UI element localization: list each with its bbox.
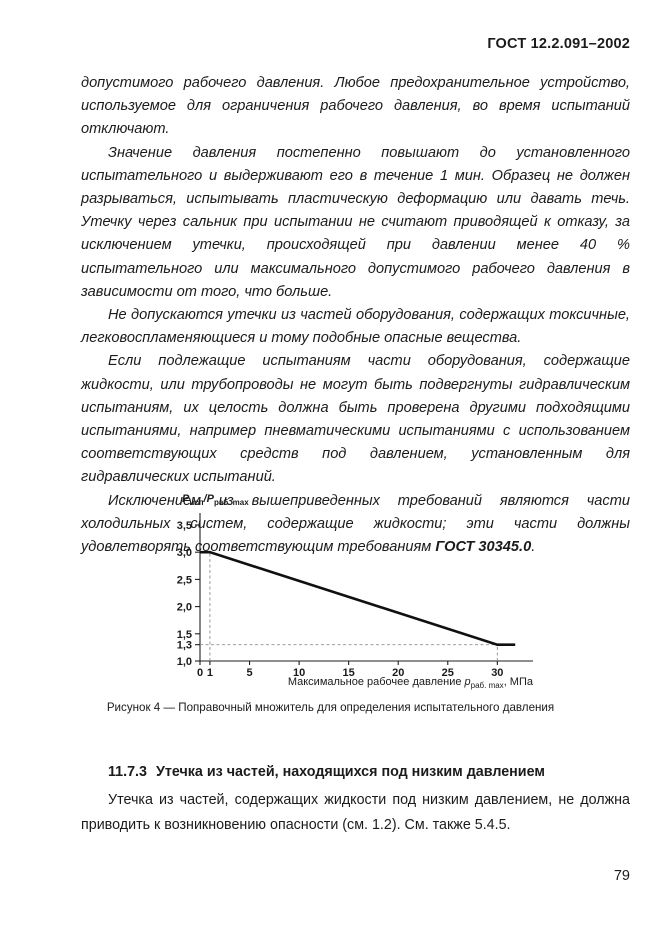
- paragraph: Исключением из вышеприведенных требовани…: [81, 490, 630, 560]
- section-title: Утечка из частей, находящихся под низким…: [155, 764, 545, 780]
- y-axis-label-symbol: P: [182, 493, 190, 505]
- x-tick-label: 30: [491, 667, 503, 679]
- y-axis-label-subscript: раб. max: [213, 498, 249, 508]
- x-axis-label: Максимальное рабочее давление pраб. max,…: [288, 676, 533, 690]
- standard-number: ГОСТ 12.2.091–2002: [487, 36, 630, 52]
- y-tick-label: 1,0: [177, 656, 192, 668]
- y-tick-label: 1,5: [177, 629, 192, 641]
- x-axis-label-text: Максимальное рабочее давление: [287, 676, 465, 688]
- y-tick-label: 2,5: [177, 574, 192, 586]
- paragraph: Если подлежащие испытаниям части оборудо…: [81, 353, 630, 486]
- page-number: 79: [613, 868, 630, 884]
- chart-svg: 1,01,31,52,02,53,03,50 1 5 10 15 20 25 30: [177, 513, 533, 679]
- y-tick-label: 3,0: [177, 547, 192, 559]
- figure-4-chart: Pисп/Pраб. max 1,0 1,3 1,5 2,0 2,5 3,0 3,5 0 1 5 1…: [150, 493, 550, 693]
- section-heading: 11.7.3 Утечка из частей, находящихся под …: [81, 764, 630, 780]
- x-axis-label-unit: , МПа: [503, 676, 533, 688]
- y-axis-label: Pисп/Pраб. max: [182, 493, 249, 507]
- x-tick-label: 15: [343, 667, 355, 679]
- y-tick-label: 1,3: [177, 640, 192, 652]
- x-tick-label: 0: [197, 667, 203, 679]
- page-header: ГОСТ 12.2.091–2002: [487, 36, 630, 52]
- section-paragraph: Утечка из частей, содержащих жидкости по…: [81, 792, 630, 833]
- x-axis-label-symbol: p: [464, 676, 471, 688]
- y-tick-label: 3,5: [177, 520, 192, 532]
- x-tick-label: 25: [442, 667, 454, 679]
- y-tick-label: 2,0: [177, 602, 192, 614]
- paragraph: Не допускаются утечки из частей оборудов…: [81, 307, 630, 347]
- paragraph: Значение давления постепенно повышают до…: [81, 144, 630, 300]
- paragraph-continued: допустимого рабочего давления. Любое пре…: [81, 75, 630, 138]
- paragraph-text: Исключением из вышеприведенных требовани…: [81, 492, 630, 556]
- standard-reference: ГОСТ 30345.0: [435, 539, 532, 556]
- y-axis-label-symbol: /P: [203, 493, 214, 505]
- section-number: 11.7.3: [108, 764, 147, 780]
- x-axis-label-subscript: раб. max: [470, 681, 504, 691]
- x-tick-label: 1: [207, 667, 213, 679]
- series-line: [200, 550, 516, 646]
- x-tick-label: 5: [246, 667, 252, 679]
- x-tick-label: 10: [293, 667, 305, 679]
- figure-caption: Рисунок 4 — Поправочный множитель для оп…: [106, 701, 555, 714]
- paragraph-text: .: [531, 539, 536, 556]
- y-axis-label-subscript: исп: [189, 498, 204, 508]
- x-tick-label: 20: [392, 667, 404, 679]
- body-text: допустимого рабочего давления. Любое пре…: [81, 72, 630, 559]
